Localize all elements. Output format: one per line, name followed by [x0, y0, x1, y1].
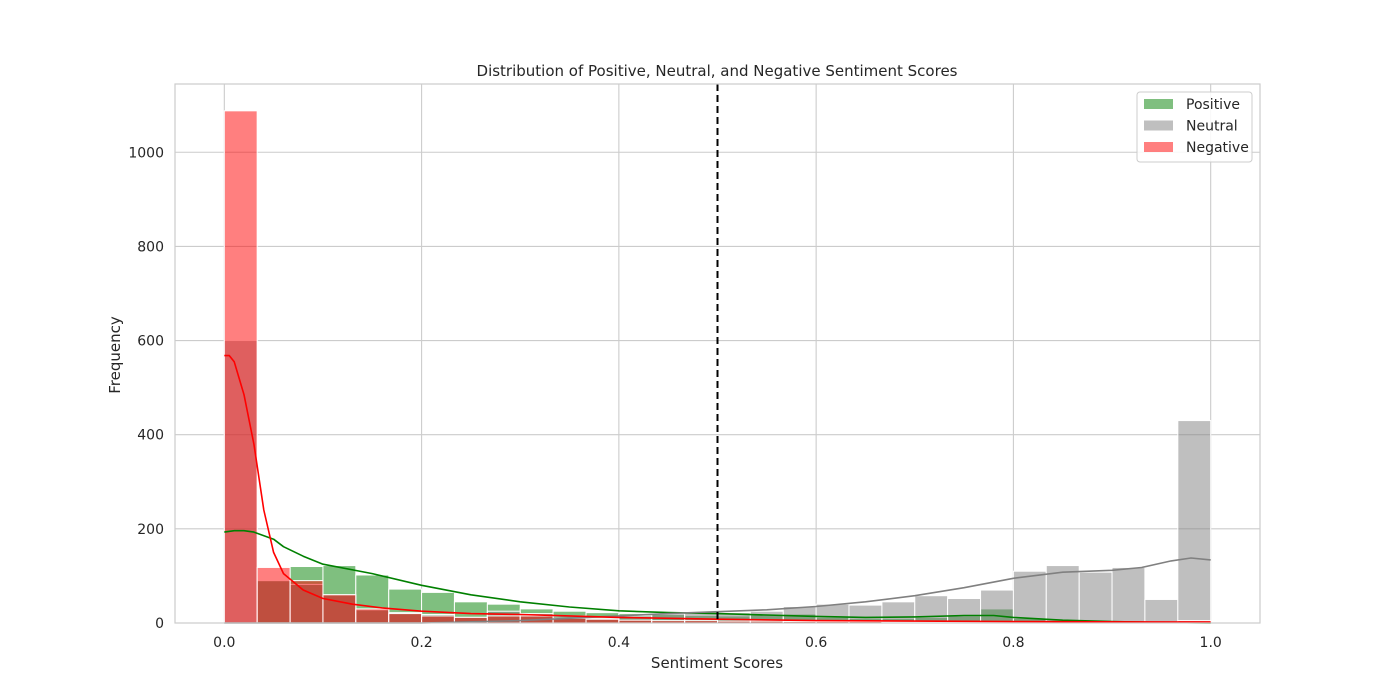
- kde-line-negative: [224, 354, 1211, 623]
- bar-neutral: [881, 601, 916, 624]
- y-tick-label: 800: [137, 239, 164, 255]
- x-axis-label: Sentiment Scores: [651, 654, 783, 672]
- bar-negative: [388, 613, 423, 624]
- legend-swatch-negative: [1144, 142, 1173, 152]
- y-tick-label: 600: [137, 334, 164, 350]
- y-tick-label: 0: [155, 616, 164, 632]
- bar-neutral: [1111, 566, 1146, 624]
- kde-line-positive: [224, 529, 1211, 624]
- histogram-bars: [223, 110, 1212, 624]
- x-tick-label: 0.6: [805, 635, 827, 651]
- y-tick-label: 400: [137, 428, 164, 444]
- chart-title: Distribution of Positive, Neutral, and N…: [477, 62, 958, 80]
- x-tick-label: 0.4: [608, 635, 630, 651]
- legend-label-negative: Negative: [1186, 140, 1249, 156]
- bar-negative: [355, 608, 390, 624]
- y-tick-label: 1000: [128, 145, 164, 161]
- x-axis-ticks: 0.0 0.2 0.4 0.6 0.8 1.0: [213, 635, 1222, 651]
- legend-label-positive: Positive: [1186, 97, 1240, 113]
- legend-swatch-positive: [1144, 99, 1173, 109]
- x-tick-label: 0.8: [1002, 635, 1024, 651]
- bar-neutral: [980, 589, 1014, 624]
- plot-area: [174, 83, 1261, 624]
- x-tick-label: 1.0: [1200, 635, 1222, 651]
- legend-swatch-neutral: [1144, 120, 1173, 131]
- x-tick-label: 0.2: [410, 635, 432, 651]
- bar-neutral: [947, 598, 982, 624]
- legend: Positive Neutral Negative: [1136, 91, 1253, 163]
- legend-label-neutral: Neutral: [1186, 119, 1238, 135]
- y-axis-label: Frequency: [106, 316, 124, 394]
- x-tick-label: 0.0: [213, 635, 235, 651]
- bar-neutral: [1177, 420, 1212, 624]
- axes-frame: [174, 83, 1261, 624]
- y-axis-ticks: 0 200 400 600 800 1000: [128, 145, 164, 632]
- bar-negative: [223, 110, 258, 624]
- bar-negative: [256, 566, 291, 624]
- bar-neutral: [914, 595, 949, 624]
- bar-neutral: [1144, 598, 1179, 624]
- bars-negative: [223, 110, 1212, 624]
- y-tick-label: 200: [137, 522, 164, 538]
- bar-neutral: [1078, 571, 1113, 624]
- bar-neutral: [1012, 570, 1047, 624]
- bar-negative: [289, 580, 324, 624]
